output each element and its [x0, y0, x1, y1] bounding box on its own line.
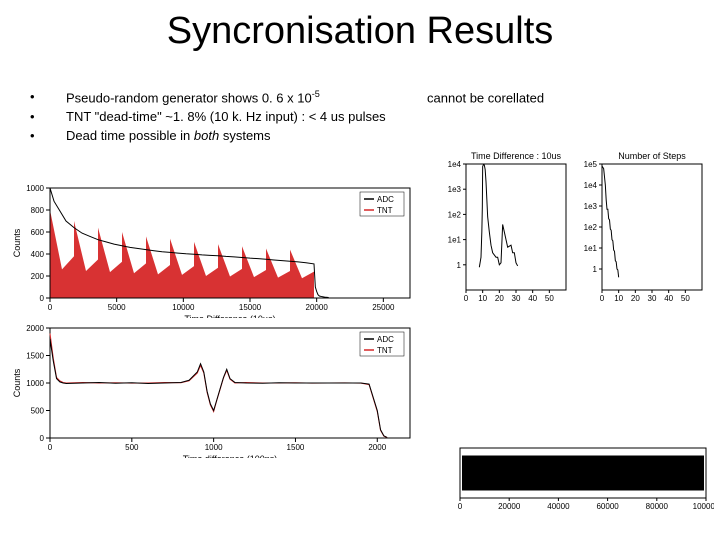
svg-text:ADC: ADC: [377, 335, 394, 344]
svg-text:1e4: 1e4: [584, 181, 598, 190]
svg-text:TNT: TNT: [377, 206, 393, 215]
right-charts: 0102030405011e11e21e31e4Time Difference …: [438, 150, 714, 510]
svg-text:500: 500: [125, 443, 139, 452]
bullet-mark: •: [30, 108, 66, 127]
bullet-text-b: cannot be corellated: [427, 90, 544, 105]
bullet-text-post: systems: [219, 128, 270, 143]
right-top-row: 0102030405011e11e21e31e4Time Difference …: [438, 150, 714, 310]
svg-text:1000: 1000: [26, 379, 44, 388]
svg-text:25000: 25000: [372, 303, 395, 312]
chart-bot-left: 0 500 1000 1500 2000 0 500 1000 1500 2000 Time dif…: [8, 318, 428, 458]
svg-text:20000: 20000: [498, 502, 521, 510]
svg-text:1: 1: [457, 261, 462, 270]
svg-text:20: 20: [495, 294, 504, 303]
svg-text:0: 0: [48, 443, 53, 452]
svg-text:400: 400: [31, 250, 45, 259]
svg-text:1e3: 1e3: [584, 202, 598, 211]
svg-text:1e1: 1e1: [448, 236, 462, 245]
svg-text:0: 0: [464, 294, 469, 303]
chart-top-left: 0 5000 10000 15000 20000 25000 0 200 400 600 800 10…: [8, 178, 428, 318]
svg-text:Time difference (100ns): Time difference (100ns): [183, 454, 278, 458]
svg-text:10: 10: [478, 294, 487, 303]
svg-text:60000: 60000: [596, 502, 619, 510]
svg-text:40: 40: [664, 294, 673, 303]
svg-text:Number of Steps: Number of Steps: [618, 151, 686, 161]
bullet-text-ital: both: [194, 128, 219, 143]
svg-text:0: 0: [48, 303, 53, 312]
bullet-text-a: Pseudo-random generator shows 0. 6 x 10: [66, 90, 312, 105]
svg-text:1000: 1000: [205, 443, 223, 452]
svg-text:TNT: TNT: [377, 346, 393, 355]
bullet-row: • Dead time possible in both systems: [30, 127, 690, 146]
svg-text:10000: 10000: [172, 303, 195, 312]
svg-text:1e5: 1e5: [584, 160, 598, 169]
bullet-mark: •: [30, 127, 66, 146]
svg-text:1e2: 1e2: [448, 210, 462, 219]
svg-text:5000: 5000: [108, 303, 126, 312]
svg-text:1e3: 1e3: [448, 185, 462, 194]
svg-text:ADC: ADC: [377, 195, 394, 204]
bullet-mark: •: [30, 88, 66, 108]
bullet-list: • Pseudo-random generator shows 0. 6 x 1…: [30, 88, 690, 146]
svg-text:1500: 1500: [287, 443, 305, 452]
svg-text:1000: 1000: [26, 184, 44, 193]
svg-text:40000: 40000: [547, 502, 570, 510]
bullet-row: • Pseudo-random generator shows 0. 6 x 1…: [30, 88, 690, 108]
chart-top-right-a: 0 10 20 30 40 50 1 1e1 1e2 1e3 1e4 Time Difference …: [438, 150, 574, 310]
svg-text:2000: 2000: [368, 443, 386, 452]
svg-text:0: 0: [40, 434, 45, 443]
svg-text:600: 600: [31, 228, 45, 237]
svg-text:80000: 80000: [646, 502, 669, 510]
bullet-row: • TNT "dead-time" ~1. 8% (10 k. Hz input…: [30, 108, 690, 127]
svg-text:50: 50: [681, 294, 690, 303]
svg-text:1e4: 1e4: [448, 160, 462, 169]
chart-top-right-b: 0 10 20 30 40 50 1 1e1 1e2 1e3 1e4 1e5 Number of Ste…: [574, 150, 710, 310]
svg-text:1e1: 1e1: [584, 244, 598, 253]
svg-text:Time Difference : 10us: Time Difference : 10us: [471, 151, 562, 161]
bullet-sup: -5: [312, 89, 320, 99]
svg-text:1: 1: [593, 265, 598, 274]
bullet-text: Pseudo-random generator shows 0. 6 x 10-…: [66, 88, 690, 108]
bullet-text: Dead time possible in both systems: [66, 127, 690, 146]
svg-text:Counts: Counts: [12, 228, 22, 257]
bullet-text-pre: Dead time possible in: [66, 128, 194, 143]
svg-text:Counts: Counts: [12, 368, 22, 397]
svg-text:20000: 20000: [306, 303, 329, 312]
svg-text:1e2: 1e2: [584, 223, 598, 232]
svg-text:15000: 15000: [239, 303, 262, 312]
svg-text:0: 0: [600, 294, 605, 303]
svg-text:30: 30: [648, 294, 657, 303]
svg-text:30: 30: [512, 294, 521, 303]
svg-text:200: 200: [31, 272, 45, 281]
svg-text:20: 20: [631, 294, 640, 303]
svg-text:100000: 100000: [693, 502, 714, 510]
bullet-text: TNT "dead-time" ~1. 8% (10 k. Hz input) …: [66, 108, 690, 127]
left-charts: 0500010000150002000025000020040060080010…: [8, 178, 428, 458]
slide-title: Syncronisation Results: [0, 10, 720, 53]
svg-text:500: 500: [31, 407, 45, 416]
svg-text:800: 800: [31, 206, 45, 215]
svg-text:40: 40: [528, 294, 537, 303]
svg-text:10: 10: [614, 294, 623, 303]
svg-text:0: 0: [40, 294, 45, 303]
svg-text:50: 50: [545, 294, 554, 303]
right-spacer: [438, 310, 714, 440]
svg-text:2000: 2000: [26, 324, 44, 333]
chart-bot-right: 0 20000 40000 60000 80000 100000: [438, 440, 714, 510]
svg-text:1500: 1500: [26, 352, 44, 361]
svg-text:0: 0: [458, 502, 463, 510]
